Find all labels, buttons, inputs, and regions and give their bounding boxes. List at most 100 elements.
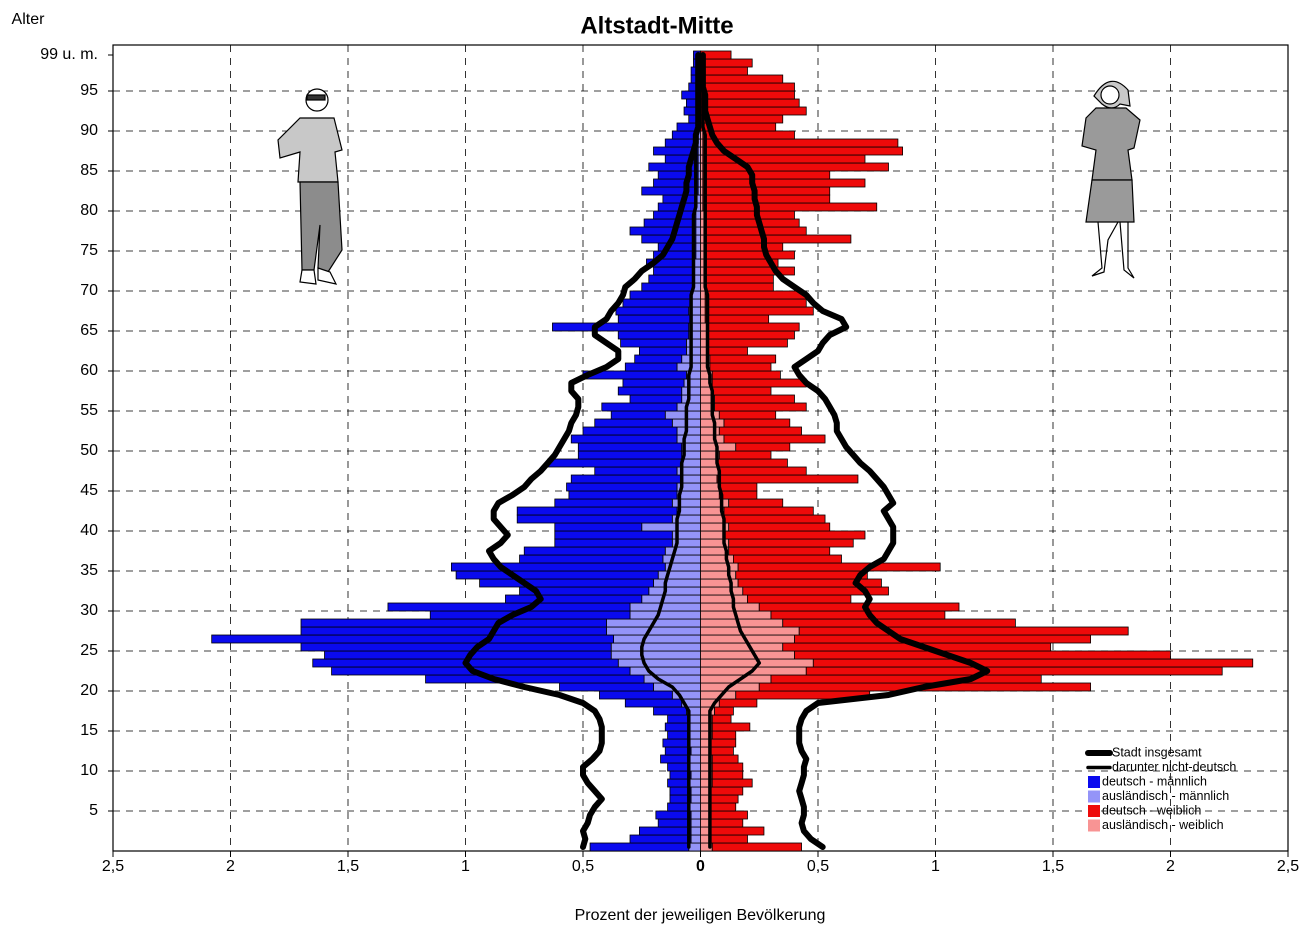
bar — [430, 611, 630, 619]
bar — [719, 467, 806, 475]
bar — [701, 91, 795, 99]
bar — [736, 571, 868, 579]
bar — [658, 171, 698, 179]
bar — [715, 707, 734, 715]
bar — [701, 603, 760, 611]
bar — [806, 667, 1222, 675]
y-tick-label: 50 — [80, 442, 98, 459]
bar — [301, 619, 607, 627]
bar — [639, 347, 686, 355]
bar — [710, 787, 743, 795]
y-tick-label: 20 — [80, 682, 98, 699]
bar — [618, 387, 681, 395]
bar — [710, 819, 743, 827]
bar — [705, 275, 773, 283]
bar — [705, 307, 813, 315]
bar — [712, 771, 743, 779]
legend-swatch — [1088, 791, 1100, 803]
bar — [729, 547, 830, 555]
bar — [520, 555, 663, 563]
bar — [672, 499, 700, 507]
bar — [701, 587, 743, 595]
bar — [696, 227, 701, 235]
bar — [705, 315, 768, 323]
bar — [701, 299, 706, 307]
bar — [668, 803, 689, 811]
bar — [719, 451, 771, 459]
bar — [701, 59, 753, 67]
bar — [719, 491, 757, 499]
bar — [668, 715, 689, 723]
y-tick-label: 90 — [80, 122, 98, 139]
bar — [555, 539, 673, 547]
x-tick-label: 2 — [226, 858, 235, 875]
bar — [616, 307, 689, 315]
x-axis-label: Prozent der jeweiligen Bevölkerung — [575, 907, 826, 924]
bar — [712, 379, 806, 387]
bar — [724, 515, 825, 523]
bar — [623, 379, 684, 387]
bar — [701, 531, 725, 539]
bar — [708, 339, 788, 347]
bar — [729, 499, 783, 507]
bar — [658, 203, 696, 211]
bar — [654, 211, 696, 219]
bar — [712, 763, 743, 771]
bar — [630, 835, 691, 843]
bar — [701, 67, 748, 75]
bar — [701, 411, 720, 419]
bar — [703, 163, 889, 171]
bar — [654, 579, 701, 587]
bar — [677, 435, 701, 443]
bar — [505, 595, 641, 603]
y-tick-label: 75 — [80, 242, 98, 259]
x-tick-label: 1 — [931, 858, 940, 875]
bar — [705, 243, 783, 251]
bar — [661, 755, 689, 763]
bar — [701, 595, 748, 603]
bar — [701, 483, 720, 491]
bar — [719, 699, 757, 707]
legend-label: Stadt insgesamt — [1112, 745, 1202, 759]
bar — [771, 675, 1041, 683]
bar — [701, 435, 725, 443]
bar — [738, 563, 940, 571]
bar — [630, 291, 691, 299]
x-tick-label: 2,5 — [102, 858, 124, 875]
bar — [701, 467, 720, 475]
bar — [712, 731, 736, 739]
bar — [712, 843, 801, 851]
bar — [712, 755, 738, 763]
bar — [708, 323, 800, 331]
y-tick-label: 35 — [80, 562, 98, 579]
bar — [677, 427, 701, 435]
bar — [703, 171, 830, 179]
bar — [668, 763, 689, 771]
bar — [611, 411, 665, 419]
bar — [712, 371, 780, 379]
woman-figure — [1082, 81, 1140, 278]
y-tick-label: 85 — [80, 162, 98, 179]
chart: Altstadt-Mitte Alter Prozent der jeweili… — [0, 0, 1303, 929]
bar — [665, 411, 700, 419]
x-tick-label: 0,5 — [572, 858, 594, 875]
bar — [686, 347, 700, 355]
legend-label: darunter nicht-deutsch — [1112, 760, 1236, 774]
bar — [578, 451, 681, 459]
bar — [712, 723, 750, 731]
bar — [590, 843, 689, 851]
bar — [517, 515, 672, 523]
bar — [642, 283, 694, 291]
bar — [623, 299, 691, 307]
bar — [451, 563, 665, 571]
x-tick-label: 0,5 — [807, 858, 829, 875]
bar — [625, 363, 677, 371]
bar — [618, 659, 700, 667]
bar — [733, 555, 841, 563]
bar — [701, 651, 795, 659]
bar — [567, 483, 677, 491]
bar — [682, 459, 701, 467]
bar — [668, 779, 689, 787]
x-tick-label: 1,5 — [337, 858, 359, 875]
bar — [426, 675, 645, 683]
